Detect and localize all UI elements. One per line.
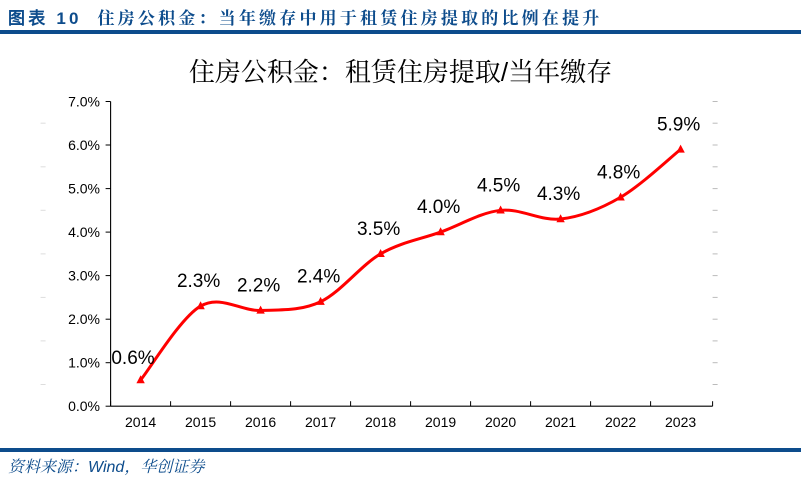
svg-text:4.0%: 4.0% xyxy=(417,197,460,218)
svg-text:2017: 2017 xyxy=(305,414,336,430)
svg-text:2.3%: 2.3% xyxy=(177,271,220,292)
svg-text:2019: 2019 xyxy=(425,414,456,430)
svg-text:4.3%: 4.3% xyxy=(537,184,580,205)
svg-text:2.4%: 2.4% xyxy=(297,267,340,288)
svg-text:5.0%: 5.0% xyxy=(68,181,100,197)
svg-text:2021: 2021 xyxy=(545,414,576,430)
svg-text:7.0%: 7.0% xyxy=(68,94,100,110)
svg-text:0.6%: 0.6% xyxy=(111,348,154,369)
svg-text:2020: 2020 xyxy=(485,414,516,430)
svg-text:2.0%: 2.0% xyxy=(68,311,100,327)
svg-text:4.5%: 4.5% xyxy=(477,175,520,196)
svg-text:2018: 2018 xyxy=(365,414,396,430)
svg-text:4.0%: 4.0% xyxy=(68,224,100,240)
svg-text:0.0%: 0.0% xyxy=(68,398,100,414)
svg-text:5.9%: 5.9% xyxy=(657,114,700,135)
svg-text:6.0%: 6.0% xyxy=(68,137,100,153)
svg-text:2023: 2023 xyxy=(665,414,696,430)
svg-text:2.2%: 2.2% xyxy=(237,275,280,296)
svg-text:1.0%: 1.0% xyxy=(68,355,100,371)
svg-text:2014: 2014 xyxy=(125,414,156,430)
svg-text:3.0%: 3.0% xyxy=(68,268,100,284)
svg-text:4.8%: 4.8% xyxy=(597,162,640,183)
svg-text:2015: 2015 xyxy=(185,414,216,430)
svg-text:3.5%: 3.5% xyxy=(357,219,400,240)
svg-text:2016: 2016 xyxy=(245,414,276,430)
svg-text:2022: 2022 xyxy=(605,414,636,430)
